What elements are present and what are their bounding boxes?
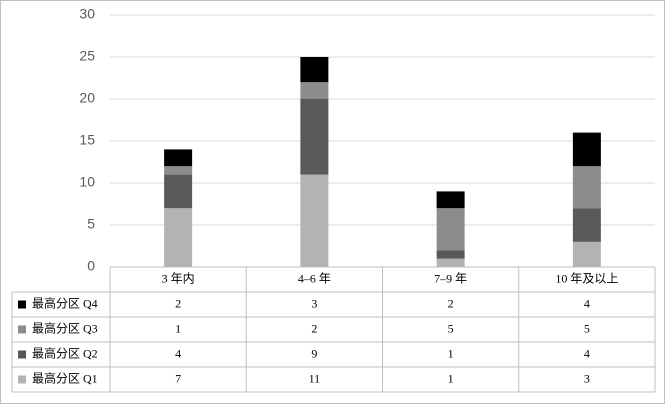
y-tick-label: 0: [87, 258, 95, 274]
table-value: 1: [175, 321, 181, 335]
table-value: 4: [175, 346, 181, 360]
x-tick-label: 7–9 年: [434, 271, 467, 285]
legend-swatch: [18, 375, 26, 384]
bar-segment: [300, 174, 329, 267]
legend-label: 最高分区 Q4: [32, 295, 98, 310]
bar-segment: [572, 241, 601, 267]
bar-segment: [164, 149, 193, 167]
table-value: 3: [584, 371, 590, 385]
bar-segment: [572, 208, 601, 242]
legend-swatch: [18, 325, 26, 334]
bar-segment: [436, 191, 465, 209]
x-tick-label: 4–6 年: [298, 271, 331, 285]
table-value: 5: [584, 321, 590, 335]
bar-segment: [164, 166, 193, 175]
y-tick-label: 25: [79, 48, 95, 64]
legend-label: 最高分区 Q3: [32, 320, 98, 335]
table-value: 11: [309, 371, 321, 385]
table-value: 4: [584, 346, 590, 360]
table-value: 2: [448, 296, 454, 310]
bar-segment: [436, 258, 465, 267]
table-value: 7: [175, 371, 181, 385]
bar-segment: [572, 166, 601, 209]
legend-swatch: [18, 300, 26, 309]
bar-segment: [300, 82, 329, 99]
table-value: 1: [448, 346, 454, 360]
bar-segment: [164, 208, 193, 267]
bar-segment: [164, 174, 193, 209]
bar-segment: [300, 57, 329, 83]
legend-swatch: [18, 350, 26, 359]
table-value: 3: [311, 296, 317, 310]
table-value: 5: [448, 321, 454, 335]
y-tick-label: 30: [79, 6, 95, 22]
y-tick-label: 5: [87, 216, 95, 232]
bar-segment: [436, 208, 465, 251]
x-tick-label: 10 年及以上: [555, 271, 618, 285]
table-value: 9: [311, 346, 317, 360]
y-tick-label: 20: [79, 90, 95, 106]
bar-segment: [572, 132, 601, 167]
table-value: 2: [175, 296, 181, 310]
table-value: 2: [311, 321, 317, 335]
x-tick-label: 3 年内: [162, 271, 195, 285]
y-tick-label: 10: [79, 174, 95, 190]
table-value: 1: [448, 371, 454, 385]
legend-label: 最高分区 Q2: [32, 345, 98, 360]
y-tick-label: 15: [79, 132, 95, 148]
legend-label: 最高分区 Q1: [32, 370, 98, 385]
bar-segment: [436, 250, 465, 259]
bar-segment: [300, 99, 329, 175]
table-value: 4: [584, 296, 590, 310]
